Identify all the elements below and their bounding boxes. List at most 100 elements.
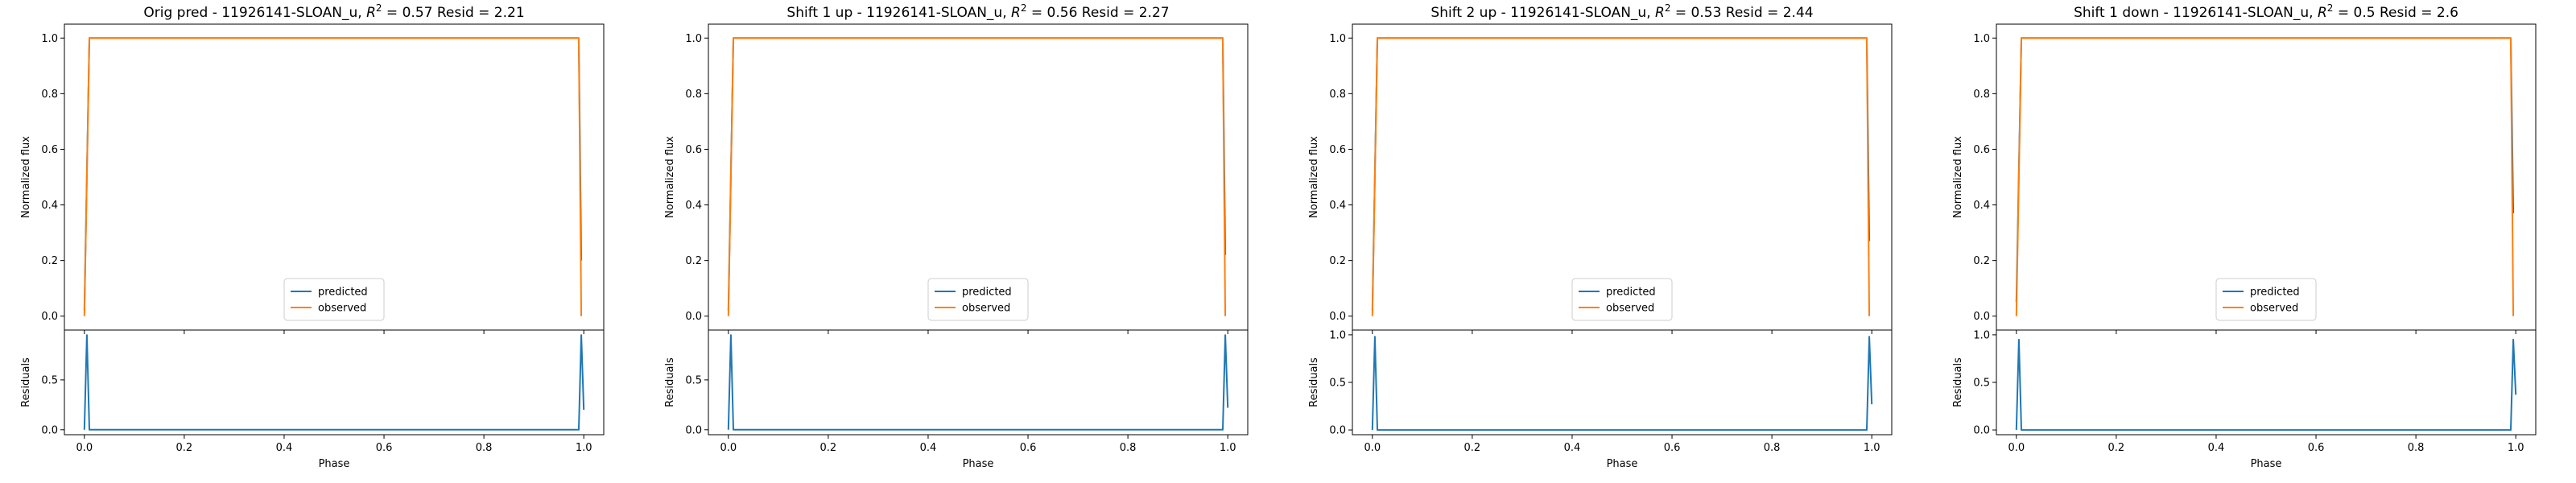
panel-3: Shift 2 up - 11926141-SLOAN_u, R2 = 0.53… [1308, 2, 1893, 470]
chart-title: Shift 1 down - 11926141-SLOAN_u, R2 = 0.… [2074, 2, 2458, 21]
legend-box [927, 278, 1029, 321]
top-ytick-label: 0.4 [685, 200, 702, 212]
xtick-label: 0.4 [1564, 442, 1581, 454]
title-prefix: Shift 1 up - 11926141-SLOAN_u, [786, 5, 1011, 21]
top-ytick-label: 0.6 [685, 144, 702, 156]
top-ytick-label: 0.4 [1973, 200, 1990, 212]
bottom-axes-frame [64, 329, 605, 436]
series-predicted [1371, 37, 1871, 311]
top-ytick-label: 0.8 [685, 89, 702, 101]
series-observed [2015, 37, 2515, 316]
xtick-label: 0.8 [1764, 442, 1781, 454]
xtick-label: 1.0 [576, 442, 592, 454]
bottom-axes-frame [708, 329, 1249, 436]
xtick-label: 0.4 [2208, 442, 2225, 454]
top-ytick-label: 0.0 [1329, 311, 1346, 323]
bottom-ytick-label: 0.0 [41, 424, 58, 436]
title-r2-value: 0.5 [2354, 5, 2376, 21]
title-resid: Resid = 2.21 [432, 5, 524, 21]
legend-label-observed: observed [2250, 303, 2298, 315]
series-observed [83, 37, 583, 316]
top-ylabel: Normalized flux [664, 136, 676, 218]
series-residuals [2015, 338, 2517, 431]
bottom-ylabel: Residuals [1952, 357, 1964, 407]
bottom-ytick-label: 1.0 [1329, 329, 1346, 341]
legend-label-observed: observed [962, 303, 1010, 315]
panel-2: Shift 1 up - 11926141-SLOAN_u, R2 = 0.56… [664, 2, 1249, 470]
xtick-label: 0.8 [476, 442, 493, 454]
xlabel: Phase [2251, 458, 2282, 470]
bottom-ytick-label: 0.0 [685, 424, 702, 436]
top-ytick-label: 0.2 [41, 255, 58, 267]
legend-box [1571, 278, 1673, 321]
title-r2-value: 0.53 [1691, 5, 1722, 21]
title-r-symbol: R [366, 5, 376, 21]
bottom-ytick-label: 0.0 [1329, 425, 1346, 437]
top-ytick-label: 1.0 [685, 33, 702, 45]
bottom-axes-frame [1996, 329, 2537, 436]
top-ylabel: Normalized flux [1308, 136, 1320, 218]
xtick-label: 0.4 [276, 442, 293, 454]
legend: predicted observed [1571, 278, 1673, 321]
xtick-label: 0.4 [920, 442, 937, 454]
series-observed [727, 37, 1227, 316]
xtick-label: 0.0 [1364, 442, 1381, 454]
top-ylabel: Normalized flux [20, 136, 32, 218]
title-equals: = [382, 5, 402, 21]
xtick-label: 1.0 [1864, 442, 1880, 454]
series-residuals [83, 334, 585, 431]
bottom-ylabel: Residuals [664, 357, 676, 407]
xtick-label: 0.0 [720, 442, 737, 454]
bottom-ylabel: Residuals [20, 357, 32, 407]
top-ytick-label: 0.4 [41, 200, 58, 212]
legend-label-predicted: predicted [1606, 287, 1656, 299]
xtick-label: 0.6 [2308, 442, 2325, 454]
xtick-label: 1.0 [1220, 442, 1236, 454]
xtick-label: 0.2 [2108, 442, 2125, 454]
title-prefix: Shift 1 down - 11926141-SLOAN_u, [2074, 5, 2318, 21]
title-resid: Resid = 2.44 [1721, 5, 1813, 21]
bottom-ytick-label: 0.0 [1973, 425, 1990, 437]
legend-box [283, 278, 385, 321]
xtick-label: 1.0 [2508, 442, 2524, 454]
title-superscript: 2 [1021, 2, 1027, 14]
xlabel: Phase [319, 458, 350, 470]
title-equals: = [1026, 5, 1046, 21]
title-superscript: 2 [1665, 2, 1671, 14]
title-equals: = [2333, 5, 2353, 21]
xlabel: Phase [1607, 458, 1638, 470]
top-ytick-label: 0.4 [1329, 200, 1346, 212]
legend-label-predicted: predicted [2250, 287, 2300, 299]
top-ytick-label: 0.2 [685, 255, 702, 267]
bottom-ytick-label: 0.5 [41, 374, 58, 386]
top-ytick-label: 0.8 [1329, 89, 1346, 101]
series-residuals [1371, 336, 1873, 431]
chart-title: Shift 1 up - 11926141-SLOAN_u, R2 = 0.56… [786, 2, 1169, 21]
legend: predicted observed [2215, 278, 2317, 321]
title-r-symbol: R [2318, 5, 2327, 21]
series-predicted [727, 37, 1227, 311]
title-r2-value: 0.57 [402, 5, 433, 21]
bottom-ytick-label: 0.5 [1973, 378, 1990, 390]
bottom-axes-frame [1352, 329, 1893, 436]
top-ytick-label: 0.0 [1973, 311, 1990, 323]
xtick-label: 0.0 [76, 442, 93, 454]
bottom-ylabel: Residuals [1308, 357, 1320, 407]
title-resid: Resid = 2.6 [2376, 5, 2458, 21]
series-predicted [2015, 37, 2515, 303]
xlabel: Phase [963, 458, 994, 470]
top-ytick-label: 0.6 [1329, 144, 1346, 156]
bottom-ytick-label: 1.0 [1973, 329, 1990, 341]
title-prefix: Shift 2 up - 11926141-SLOAN_u, [1430, 5, 1655, 21]
top-ytick-label: 1.0 [41, 33, 58, 45]
legend-label-observed: observed [318, 303, 366, 315]
legend-label-predicted: predicted [318, 287, 368, 299]
xtick-label: 0.6 [376, 442, 393, 454]
top-ytick-label: 1.0 [1329, 33, 1346, 45]
legend-label-observed: observed [1606, 303, 1654, 315]
top-ytick-label: 0.2 [1973, 255, 1990, 267]
title-r-symbol: R [1655, 5, 1665, 21]
series-predicted [83, 37, 583, 311]
top-ytick-label: 0.0 [41, 311, 58, 323]
